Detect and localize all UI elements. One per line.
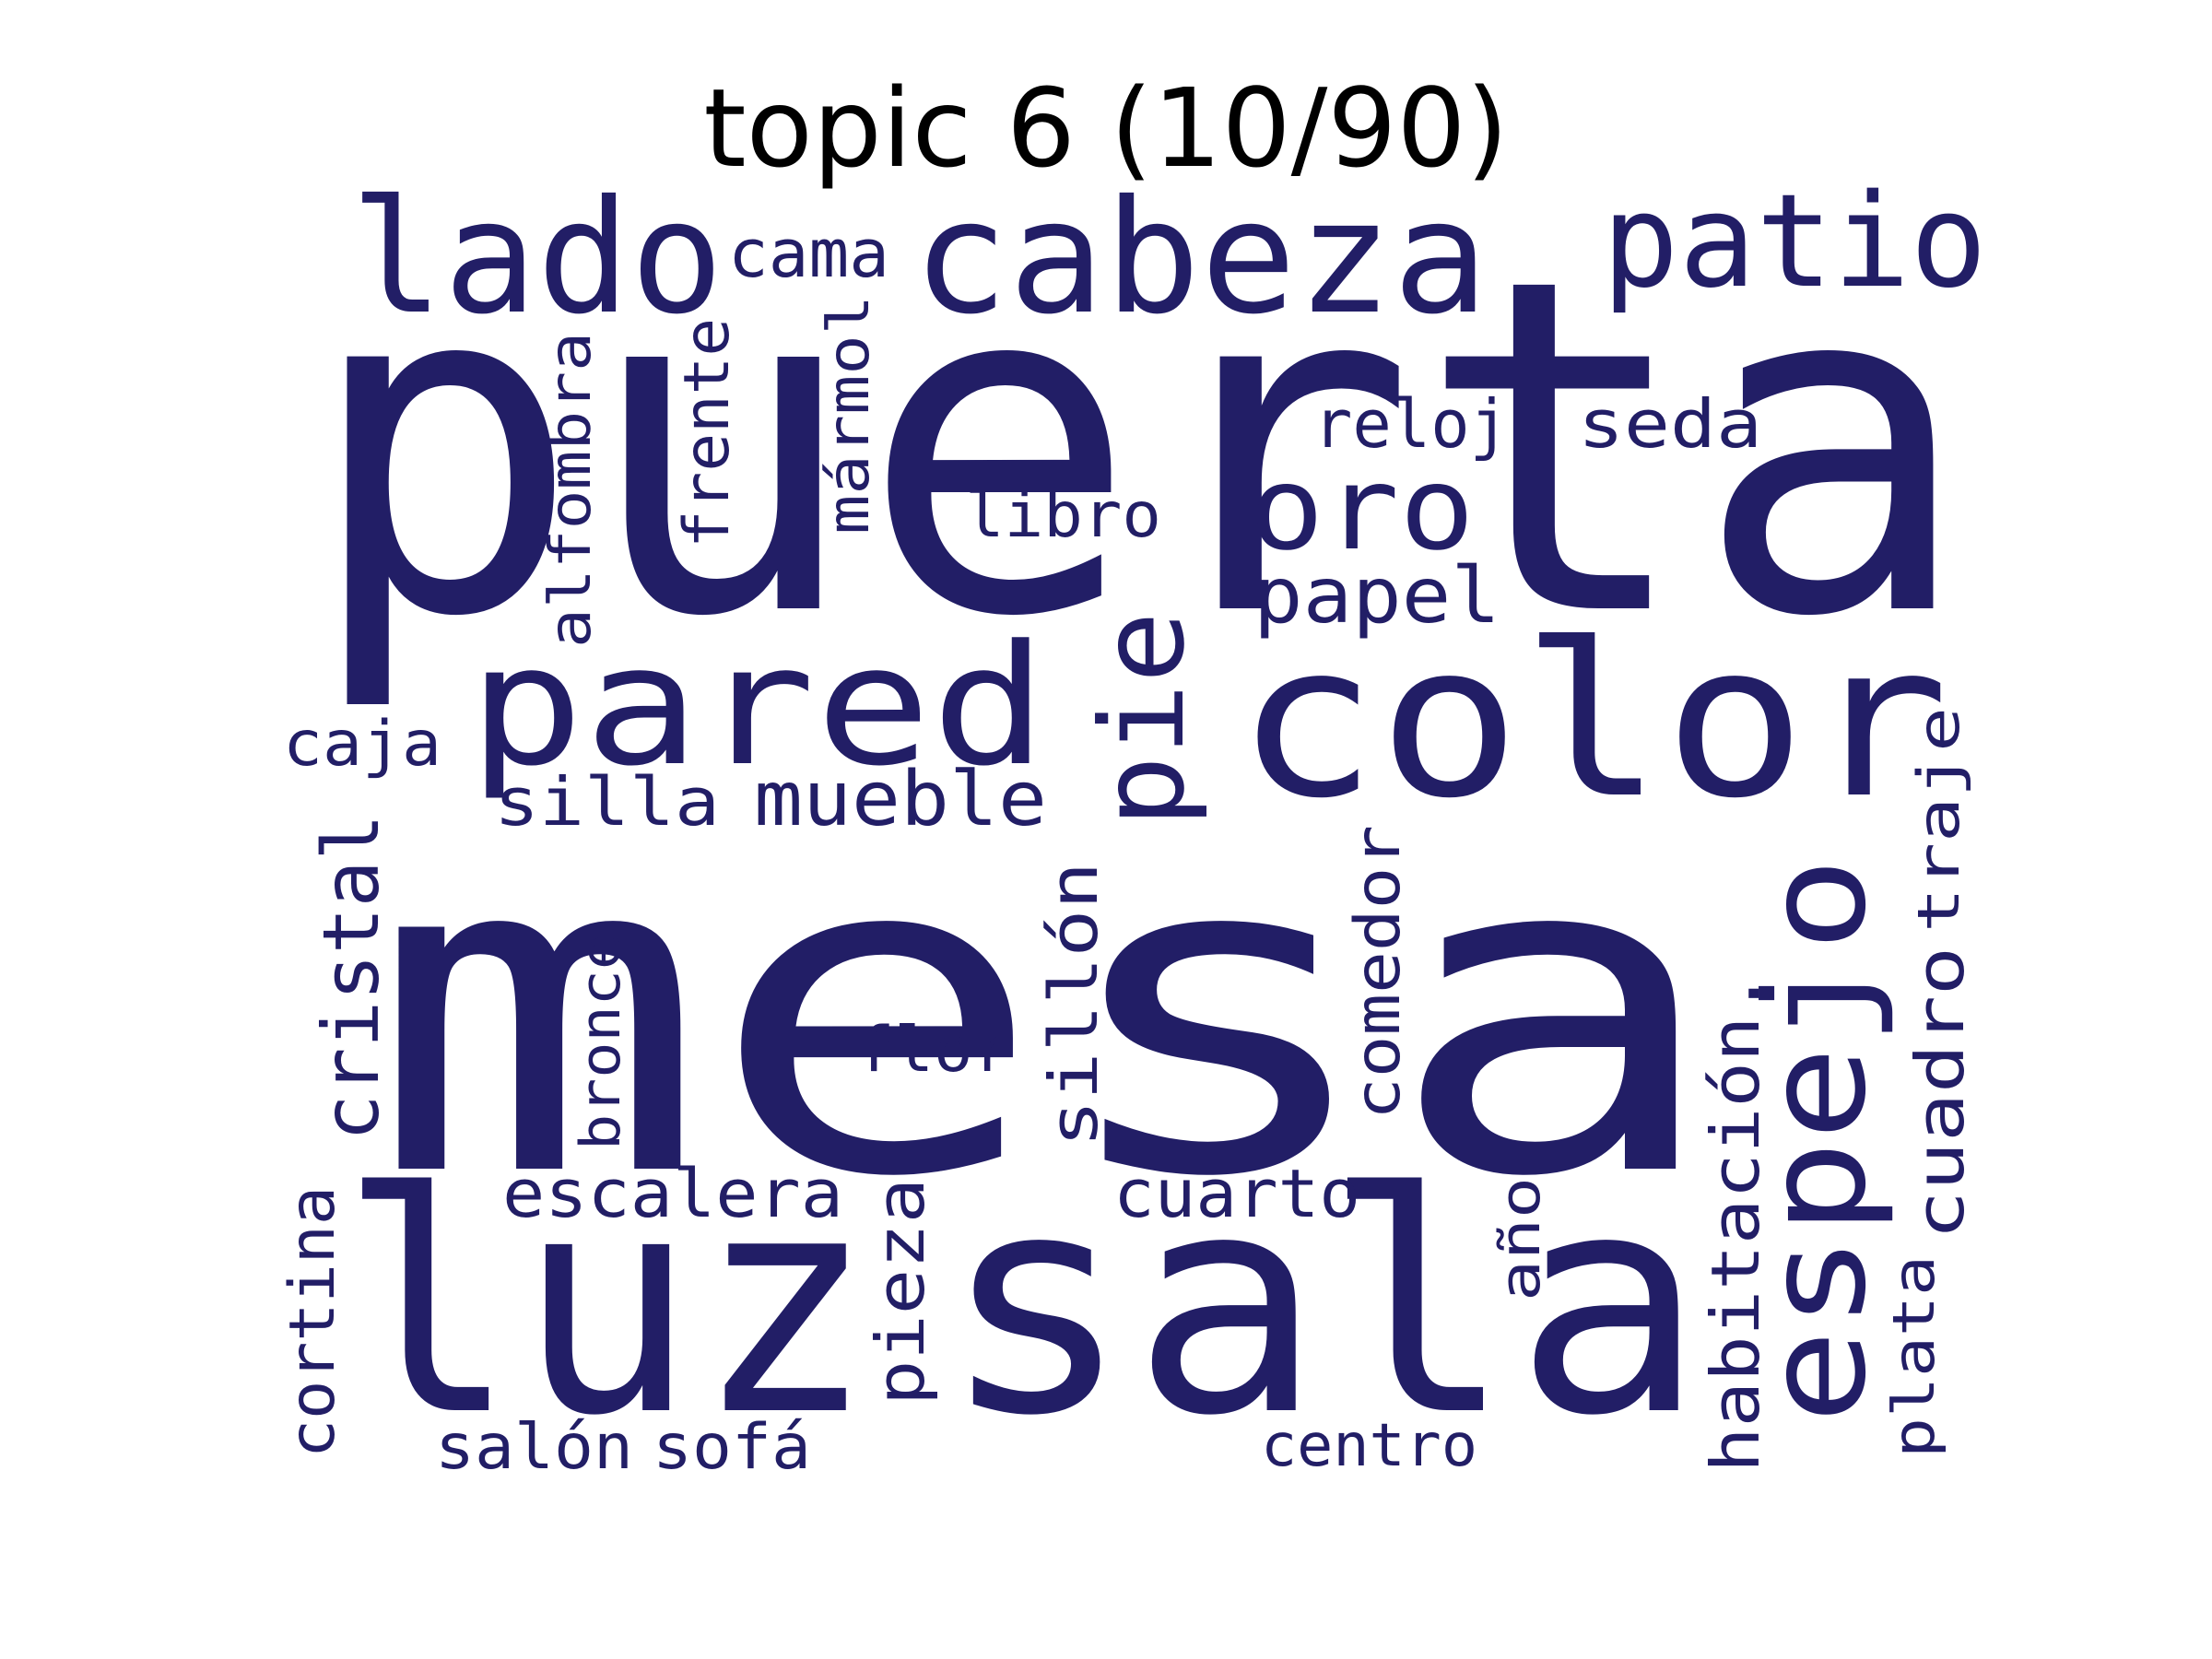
word-cabeza: cabeza	[912, 167, 1488, 349]
word-pared: pared	[468, 610, 1047, 803]
word-alfombra: alfombra	[536, 332, 604, 648]
word-marmol: mármol	[815, 295, 882, 535]
word-comedor: comedor	[1342, 825, 1415, 1120]
word-libro: libro	[965, 479, 1161, 552]
word-sillon: sillón	[1035, 862, 1112, 1147]
word-color: color	[1235, 599, 1949, 845]
word-frente: frente	[671, 318, 744, 548]
word-centro: centro	[1261, 1412, 1477, 1480]
word-puerta: puerta	[304, 181, 1972, 717]
word-escalera: escalera	[502, 1155, 843, 1232]
word-reloj: reloj	[1313, 385, 1509, 463]
word-plata: plata	[1880, 1255, 1947, 1458]
word-cuadro: cuadro	[1901, 947, 1979, 1240]
word-sofa: sofá	[653, 1411, 811, 1484]
word-cuarto: cuarto	[1113, 1155, 1360, 1232]
word-oro: oro	[1249, 442, 1475, 576]
word-lado: lado	[350, 167, 724, 349]
word-espejo: espejo	[1736, 857, 1897, 1424]
word-salon: salón	[435, 1411, 633, 1484]
word-bronce: bronce	[569, 934, 633, 1150]
word-flor: flor	[855, 1014, 1012, 1087]
word-seda: seda	[1578, 385, 1762, 463]
word-ano: año	[1488, 1177, 1553, 1301]
word-luz: luz	[339, 1128, 874, 1482]
word-cortina: cortina	[276, 1186, 349, 1458]
word-habitacion: habitación.	[1697, 971, 1774, 1473]
word-silla: silla	[494, 763, 720, 841]
word-pie: pie	[1077, 611, 1210, 828]
word-sala: sala	[940, 1128, 1705, 1482]
word-patio: patio	[1602, 167, 1987, 317]
word-traje: traje	[1905, 707, 1972, 933]
word-cristal: cristal	[306, 814, 396, 1141]
word-caja: caja	[283, 708, 441, 781]
word-cama: cama	[728, 215, 889, 292]
word-mesa: mesa	[369, 759, 1724, 1274]
word-mueble: mueble	[754, 756, 1047, 843]
word-pieza: pieza	[862, 1178, 939, 1406]
figure-title: topic 6 (10/90)	[703, 65, 1509, 192]
word-papel: papel	[1253, 550, 1500, 641]
